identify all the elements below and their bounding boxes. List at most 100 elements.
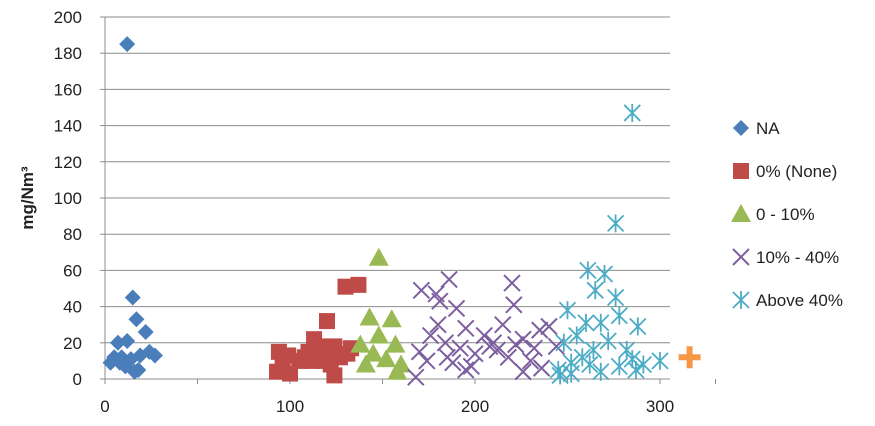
data-point (551, 366, 569, 385)
data-point (368, 247, 389, 266)
data-point (586, 281, 604, 300)
data-point (126, 363, 143, 380)
data-point (119, 36, 136, 53)
legend-label: 0 - 10% (756, 205, 815, 224)
gridlines (105, 16, 670, 380)
y-tick-label: 200 (54, 8, 82, 27)
legend: NA 0% (None) 0 - 10% 10% - 40% Above 40% (731, 119, 843, 310)
series-0 (102, 36, 163, 380)
data-point (634, 355, 652, 374)
data-point (418, 352, 436, 370)
series-2 (350, 247, 411, 380)
data-point (359, 307, 380, 326)
data-point (532, 359, 551, 377)
data-point (282, 365, 298, 382)
y-tick-label: 60 (63, 261, 82, 280)
data-point (436, 334, 455, 352)
data-point (678, 346, 701, 369)
data-point (102, 354, 119, 371)
data-point (494, 315, 512, 334)
data-point (119, 332, 136, 349)
y-tick-label: 20 (63, 334, 82, 353)
data-point (531, 321, 549, 339)
legend-marker (733, 163, 749, 179)
data-point (385, 334, 406, 353)
data-point (132, 347, 149, 364)
data-point (610, 306, 628, 325)
data-point (506, 335, 525, 354)
series-1 (269, 276, 367, 384)
data-point (475, 326, 493, 345)
data-point (337, 278, 354, 295)
data-point (447, 299, 466, 318)
data-point (584, 341, 603, 360)
y-tick-label: 100 (54, 189, 82, 208)
data-point (319, 313, 335, 330)
data-point (457, 361, 475, 379)
data-point (595, 265, 614, 284)
data-point (451, 339, 469, 357)
y-axis-title: mg/Nm³ (18, 166, 37, 230)
data-point (581, 355, 599, 374)
data-point (521, 352, 540, 370)
data-point (117, 358, 134, 375)
legend-label: Above 40% (756, 291, 843, 310)
data-point (137, 323, 154, 340)
data-point (412, 281, 431, 300)
data-point (146, 347, 163, 364)
data-point (651, 351, 669, 370)
data-point (592, 362, 610, 381)
data-point (300, 343, 317, 360)
legend-marker (731, 204, 751, 222)
y-tick-label: 180 (54, 44, 82, 63)
data-point (514, 330, 532, 348)
legend-label: 0% (None) (756, 162, 837, 181)
y-tick-label: 140 (54, 117, 82, 136)
data-point (629, 317, 647, 336)
data-point (431, 292, 449, 310)
legend-marker (732, 248, 750, 266)
data-point (368, 325, 389, 344)
data-point (128, 311, 145, 328)
data-point (124, 289, 141, 306)
x-tick-label: 100 (276, 397, 304, 416)
y-tick-label: 80 (63, 225, 82, 244)
axes (100, 16, 716, 384)
y-tick-label: 40 (63, 298, 82, 317)
data-point (568, 326, 586, 345)
data-point (407, 368, 425, 386)
data-point (514, 363, 532, 381)
data-point (355, 354, 376, 373)
data-point (505, 296, 523, 314)
y-tick-label: 160 (54, 80, 82, 99)
series-5 (678, 346, 701, 369)
data-points (102, 36, 701, 386)
x-tick-labels: 0 100 200 300 (100, 397, 674, 416)
data-point (269, 363, 286, 380)
data-point (381, 309, 402, 328)
x-tick-label: 0 (100, 397, 109, 416)
data-point (555, 333, 573, 352)
data-point (592, 313, 610, 332)
data-point (410, 343, 429, 361)
data-point (562, 364, 580, 383)
data-point (610, 357, 628, 376)
data-point (525, 339, 543, 357)
data-point (466, 344, 484, 363)
data-point (462, 357, 481, 376)
y-tick-label: 120 (54, 153, 82, 172)
legend-label: 10% - 40% (756, 248, 839, 267)
data-point (623, 103, 641, 122)
data-point (421, 326, 440, 345)
series-3 (407, 270, 566, 386)
data-point (376, 349, 397, 368)
data-point (499, 348, 518, 366)
data-point (350, 276, 367, 293)
data-point (623, 350, 641, 369)
legend-label: NA (756, 119, 780, 138)
y-tick-labels: 0 20 40 60 80 100 120 140 160 180 200 (54, 8, 82, 389)
data-point (363, 343, 384, 362)
data-point (577, 313, 595, 332)
data-point (457, 319, 475, 338)
